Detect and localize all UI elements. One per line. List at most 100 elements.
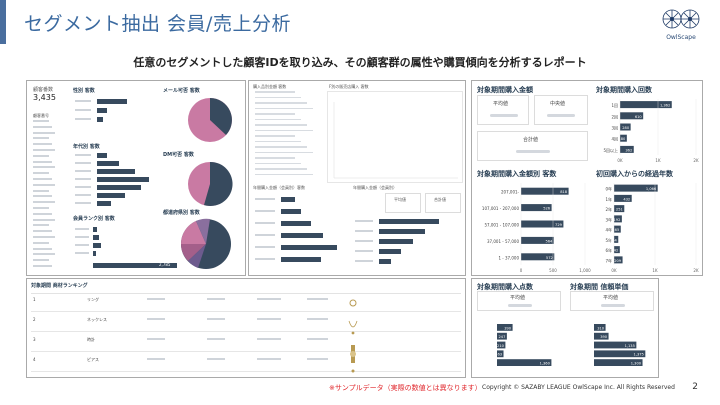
- ranking-col-headers: [31, 290, 461, 294]
- axis-tick: 1K: [652, 268, 658, 273]
- ranking-cell: [307, 358, 328, 360]
- age-bar: [97, 185, 141, 190]
- bar-value: 1,300: [631, 362, 642, 366]
- id-list-row: [33, 253, 55, 256]
- axis-tick: 2K: [693, 158, 699, 163]
- bar-label: [355, 230, 373, 232]
- age-chart: [73, 151, 153, 211]
- amount-sum-label: 合計値: [523, 137, 539, 143]
- data-bar: [620, 101, 672, 109]
- panel4-avg-label: 平均値: [394, 197, 406, 202]
- age-bar: [97, 201, 111, 206]
- amount-avg-label: 平均値: [493, 101, 509, 107]
- id-list-row: [33, 160, 52, 163]
- data-bar: [497, 350, 504, 358]
- customer-id-list[interactable]: 顧客番号: [31, 111, 61, 273]
- bar-category: 2年: [605, 206, 612, 212]
- table-row: [255, 107, 313, 109]
- sample-data-note: ※サンプルデータ（実際の数値とは異なります）: [329, 384, 482, 392]
- bar-label: [255, 222, 275, 224]
- id-list-row: [33, 230, 52, 233]
- unit-avg-label: 平均値: [603, 295, 619, 301]
- items-avg-label: 平均値: [510, 295, 526, 301]
- id-list-row: [33, 189, 49, 192]
- ranking-divider: [31, 371, 461, 372]
- amount-avg-card: 平均値: [477, 95, 529, 125]
- bar-value: 432: [623, 197, 630, 201]
- bar-value: 180: [618, 137, 626, 141]
- axis-tick: 1K: [655, 158, 661, 163]
- elapsed-header: 初回購入からの経過年数: [596, 170, 673, 178]
- age-label: [75, 202, 91, 204]
- id-list-row: [33, 259, 49, 262]
- ranking-divider: [31, 331, 461, 332]
- id-list-row: [33, 166, 55, 169]
- table-row: [255, 129, 313, 131]
- count-header: 対象期間購入回数: [596, 86, 652, 94]
- data-bar: [521, 187, 569, 195]
- id-list-row: [33, 241, 49, 244]
- data-bar: [497, 324, 513, 331]
- items-header: 対象期間購入点数: [477, 283, 533, 291]
- rank-bar: [93, 243, 101, 248]
- table-row: [255, 91, 295, 93]
- count-chart: 1回 1,362 2回 610 3回 280 4回 180 5回以上 362 0K 1K 2K: [603, 99, 699, 163]
- panel2-chart: [327, 91, 463, 183]
- data-bar: [521, 204, 552, 212]
- bar: [281, 197, 295, 202]
- gender-bar: [97, 117, 103, 122]
- age-bar: [97, 193, 125, 198]
- list-header: 顧客番号: [33, 113, 49, 118]
- axis-tick: 0K: [611, 268, 617, 273]
- id-list-row: [33, 183, 55, 186]
- ranking-category: ネックレス: [87, 317, 107, 322]
- ranking-cell: [207, 358, 225, 360]
- bar-label: [355, 220, 373, 222]
- table-row: [255, 113, 295, 115]
- ranking-category: リング: [87, 297, 99, 302]
- bar-value: 192: [614, 218, 621, 222]
- bar-label: [355, 250, 373, 252]
- data-bar: [614, 215, 622, 223]
- bar-value: 210: [497, 344, 505, 348]
- bar-value: 526: [543, 207, 551, 211]
- amount-header: 対象期間購入金額: [477, 86, 533, 94]
- bar-category: 7年: [605, 257, 612, 263]
- unit-dashboard: 対象期間購入点数 平均値 390 247 210 163 1,360 対象期間 信頼単価…: [471, 278, 659, 378]
- data-bar: [497, 341, 506, 349]
- id-list-row: [33, 172, 49, 175]
- bar-value: 142: [611, 249, 618, 253]
- unit-header: 対象期間 信頼単価: [570, 283, 629, 291]
- bar-category: 6年: [605, 247, 612, 253]
- panel2-empty-grid: [333, 102, 458, 179]
- data-bar: [620, 112, 644, 120]
- table-row: [255, 102, 307, 104]
- ranking-panel: 対象期間 商材ランキング 1 リング 2 ネックレス 3 時計 4 ピアス: [26, 278, 466, 378]
- bar-value: 362: [625, 148, 632, 152]
- product-images: [343, 293, 363, 377]
- bar-category: 207,001-: [501, 190, 520, 195]
- ranking-cell: [307, 338, 328, 340]
- id-list-row: [33, 149, 55, 151]
- ranking-category: 時計: [87, 337, 95, 342]
- rank-chart: [73, 223, 183, 273]
- id-list-row: [33, 137, 49, 140]
- bar: [281, 209, 301, 214]
- id-list-row: [33, 178, 52, 180]
- ranking-cell: [147, 338, 165, 340]
- items-avg-value: [508, 304, 532, 307]
- rank-bar: [93, 235, 99, 240]
- table-row: [255, 96, 301, 98]
- bar-value: 1,375: [634, 353, 644, 357]
- bar: [281, 233, 323, 238]
- panel4-avg-card: 平均値: [385, 193, 421, 213]
- ranking-cell: [147, 318, 165, 320]
- bar-category: 3回: [611, 126, 618, 131]
- id-list-row: [33, 154, 49, 157]
- rank-label: [75, 252, 89, 254]
- gender-label: [75, 109, 91, 111]
- bar-value: 209: [614, 259, 622, 263]
- page-title: セグメント抽出 会員/売上分析: [24, 13, 291, 35]
- dm-pie-chart: [188, 161, 233, 206]
